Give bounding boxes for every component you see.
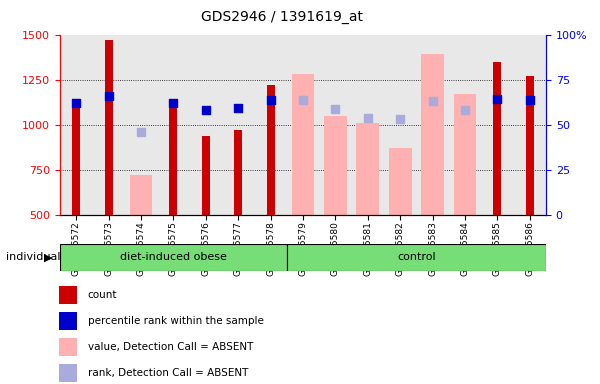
Bar [454,94,476,215]
Point [331,106,340,112]
Bar [389,148,412,215]
Text: value, Detection Call = ABSENT: value, Detection Call = ABSENT [88,342,253,352]
Text: GDS2946 / 1391619_at: GDS2946 / 1391619_at [201,10,363,23]
Point [363,114,373,121]
Text: percentile rank within the sample: percentile rank within the sample [88,316,263,326]
Bar [324,116,347,215]
Text: diet-induced obese: diet-induced obese [120,252,227,262]
Point [395,116,405,122]
Point [460,107,470,113]
Point [525,96,535,103]
Text: rank, Detection Call = ABSENT: rank, Detection Call = ABSENT [88,368,248,378]
Point [71,100,81,106]
Bar [526,76,534,215]
Point [169,100,178,106]
Bar [287,244,546,271]
Bar [59,286,77,304]
Text: individual: individual [6,252,61,262]
Bar [266,85,275,215]
Bar [292,74,314,215]
Point [428,98,437,104]
Bar [421,55,444,215]
Text: control: control [397,252,436,262]
Bar [234,130,242,215]
Bar [59,364,77,382]
Bar [59,312,77,330]
Point [493,96,502,102]
Point [201,107,211,113]
Bar [493,62,502,215]
Bar [202,136,210,215]
Bar [356,123,379,215]
Bar [130,175,152,215]
Bar [72,101,80,215]
Bar [169,99,178,215]
Point [104,93,113,99]
Point [136,129,146,135]
Bar [59,338,77,356]
Text: count: count [88,290,117,300]
Bar [60,244,287,271]
Bar [104,40,113,215]
Point [233,104,243,111]
Point [266,96,275,103]
Text: ▶: ▶ [44,252,52,262]
Point [298,96,308,103]
